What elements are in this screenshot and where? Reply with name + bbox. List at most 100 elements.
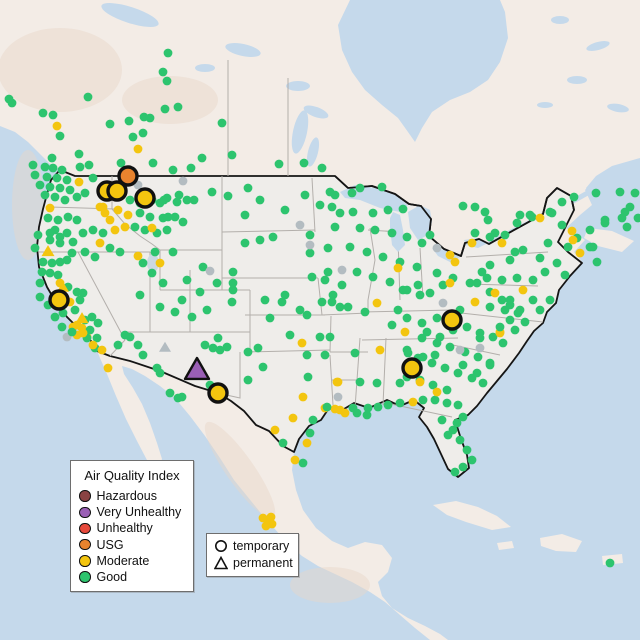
station-marker: [158, 278, 168, 288]
station-marker: [337, 280, 347, 290]
station-marker: [343, 302, 353, 312]
station-marker: [497, 295, 507, 305]
station-marker: [458, 462, 468, 472]
legend-item-usg: USG: [79, 537, 193, 553]
station-marker: [57, 281, 69, 292]
station-marker: [228, 285, 238, 295]
station-marker: [552, 258, 562, 268]
station-marker: [182, 275, 192, 285]
station-marker: [569, 192, 579, 202]
station-marker: [260, 295, 270, 305]
station-marker: [266, 512, 276, 522]
station-marker: [560, 270, 570, 280]
station-marker: [213, 333, 223, 343]
station-marker: [535, 305, 545, 315]
station-marker: [557, 220, 567, 230]
station-marker: [38, 108, 48, 118]
station-marker: [200, 340, 210, 350]
station-marker: [485, 358, 495, 368]
station-marker: [265, 313, 275, 323]
station-marker: [465, 278, 475, 288]
station-marker: [103, 363, 113, 373]
station-marker: [470, 228, 480, 238]
station-marker: [177, 295, 187, 305]
station-marker: [172, 197, 182, 207]
station-marker: [585, 225, 595, 235]
station-marker: [333, 392, 343, 402]
station-marker: [475, 343, 485, 353]
station-marker: [567, 226, 577, 236]
station-marker: [195, 287, 205, 297]
station-marker: [145, 212, 155, 222]
station-marker: [483, 215, 493, 225]
station-marker: [347, 188, 357, 198]
station-marker: [138, 128, 148, 138]
hazardous-swatch-icon: [79, 490, 91, 502]
station-marker: [383, 400, 393, 410]
station-marker: [57, 322, 67, 332]
station-marker: [402, 313, 412, 323]
station-marker: [450, 257, 460, 267]
station-marker: [462, 445, 472, 455]
station-marker: [187, 312, 197, 322]
station-marker: [41, 245, 55, 257]
station-marker: [315, 200, 325, 210]
station-marker: [305, 240, 315, 250]
station-marker: [370, 225, 380, 235]
station-marker: [401, 357, 423, 379]
good-swatch-icon: [79, 571, 91, 583]
station-marker: [277, 297, 287, 307]
nova-scotia: [584, 228, 634, 252]
station-marker: [222, 342, 232, 352]
station-marker: [280, 290, 290, 300]
station-marker: [427, 358, 437, 368]
station-marker: [478, 378, 488, 388]
station-marker: [605, 558, 615, 568]
station-marker: [178, 217, 188, 227]
station-marker: [425, 230, 435, 240]
station-marker: [345, 242, 355, 252]
station-marker: [432, 268, 442, 278]
station-marker: [363, 403, 373, 413]
station-marker: [295, 220, 305, 230]
station-marker: [488, 332, 498, 342]
station-marker: [105, 215, 115, 225]
station-marker: [298, 392, 308, 402]
station-marker: [350, 348, 360, 358]
station-marker: [467, 455, 477, 465]
station-marker: [485, 260, 495, 270]
station-marker: [305, 230, 315, 240]
station-marker: [198, 262, 208, 272]
station-marker: [48, 110, 58, 120]
station-marker: [270, 425, 280, 435]
station-marker: [38, 257, 48, 267]
station-marker: [47, 258, 57, 268]
station-marker: [202, 305, 212, 315]
station-marker: [443, 430, 453, 440]
station-marker: [197, 153, 207, 163]
station-marker: [48, 289, 70, 311]
station-marker: [35, 278, 45, 288]
station-marker: [432, 387, 442, 397]
station-marker: [455, 435, 465, 445]
station-marker: [98, 228, 108, 238]
station-marker: [138, 350, 148, 360]
station-marker: [106, 180, 128, 202]
station-marker: [52, 173, 62, 183]
station-marker: [505, 255, 515, 265]
station-marker: [155, 368, 165, 378]
station-marker: [37, 267, 47, 277]
station-marker: [62, 228, 72, 238]
station-marker: [115, 247, 125, 257]
station-marker: [545, 207, 555, 217]
station-marker: [505, 315, 515, 325]
station-marker: [512, 218, 522, 228]
station-marker: [512, 273, 522, 283]
station-marker: [93, 318, 103, 328]
station-marker: [442, 398, 452, 408]
station-marker: [30, 170, 40, 180]
station-marker: [302, 350, 312, 360]
station-marker: [67, 327, 77, 337]
station-marker: [305, 248, 315, 258]
station-marker: [88, 340, 98, 350]
